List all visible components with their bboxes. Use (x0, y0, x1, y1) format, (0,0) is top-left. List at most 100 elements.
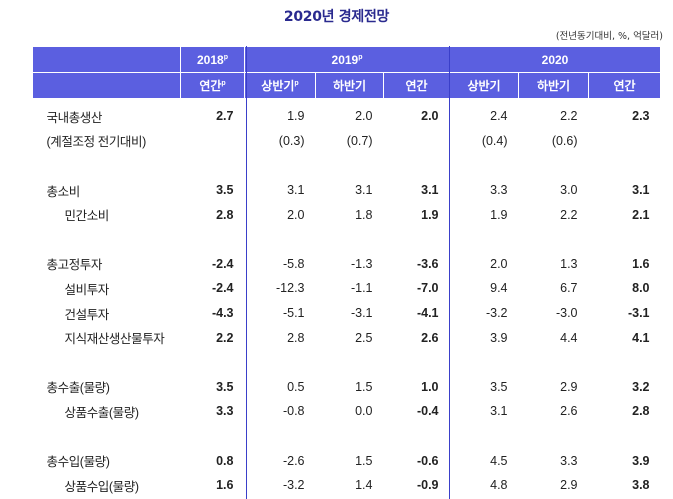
table-row: 상품수입(물량) 1.6 -3.2 1.4 -0.9 4.8 2.9 3.8 (33, 473, 661, 498)
row-label: 상품수입(물량) (64, 479, 140, 494)
value-cell: 6.7 (560, 281, 578, 296)
spacer-row (33, 424, 661, 449)
value-cell: -2.6 (282, 453, 305, 468)
value-cell: 1.0 (421, 379, 439, 394)
value-cell: 4.8 (490, 478, 508, 493)
value-cell: 2.2 (560, 109, 578, 124)
value-cell: 4.5 (490, 453, 508, 468)
value-cell: 0.8 (216, 453, 234, 468)
header-blank-2 (32, 72, 181, 99)
value-cell: 1.5 (355, 453, 373, 468)
header-2019: 2019p (243, 46, 451, 73)
value-cell: (0.6) (551, 133, 578, 148)
header-h1-2019: 상반기p (244, 72, 316, 99)
value-cell: 1.4 (355, 478, 373, 493)
value-cell: 1.9 (490, 207, 508, 222)
row-label: 건설투자 (64, 307, 110, 322)
value-cell: 1.3 (560, 256, 578, 271)
value-cell: -7.0 (416, 281, 439, 296)
value-cell: -2.4 (211, 281, 234, 296)
value-cell: 3.5 (216, 183, 234, 198)
value-cell: 2.3 (632, 109, 650, 124)
value-cell: 0.0 (355, 404, 373, 419)
value-cell: 2.2 (216, 330, 234, 345)
value-cell: -3.2 (282, 478, 305, 493)
header-2020: 2020 (449, 46, 662, 73)
table-row: 지식재산생산물투자 2.2 2.8 2.5 2.6 3.9 4.4 4.1 (33, 325, 661, 350)
value-cell: 0.5 (287, 379, 305, 394)
spacer-row (33, 350, 661, 375)
table-row: (계절조정 전기대비) (0.3) (0.7) (0.4) (0.6) (33, 129, 661, 154)
table-row: 민간소비 2.8 2.0 1.8 1.9 1.9 2.2 2.1 (33, 202, 661, 227)
row-label: 총수입(물량) (46, 455, 110, 470)
value-cell (384, 129, 450, 154)
value-cell: 2.2 (560, 207, 578, 222)
table-row: 건설투자 -4.3 -5.1 -3.1 -4.1 -3.2 -3.0 -3.1 (33, 301, 661, 326)
header-h2-2019: 하반기 (315, 72, 384, 99)
unit-note: (전년동기대비, %, 억달러) (555, 31, 663, 42)
value-cell: 3.3 (560, 453, 578, 468)
header-annual-2019: 연간 (382, 72, 451, 99)
value-cell: -0.9 (416, 478, 439, 493)
value-cell: 3.5 (490, 379, 508, 394)
value-cell: 3.9 (632, 453, 650, 468)
value-cell: -4.1 (416, 306, 439, 321)
value-cell: -3.1 (350, 306, 373, 321)
value-cell: 2.8 (216, 207, 234, 222)
divider-2019-2020 (449, 46, 450, 499)
value-cell: 1.9 (287, 109, 305, 124)
value-cell: -0.6 (416, 453, 439, 468)
table-row: 총수출(물량) 3.5 0.5 1.5 1.0 3.5 2.9 3.2 (33, 375, 661, 400)
value-cell: -0.4 (416, 404, 439, 419)
value-cell: (0.4) (481, 133, 508, 148)
value-cell: 2.4 (490, 109, 508, 124)
row-label: 상품수출(물량) (64, 405, 140, 420)
value-cell: 2.5 (355, 330, 373, 345)
value-cell: 1.9 (421, 207, 439, 222)
value-cell: 3.3 (490, 183, 508, 198)
value-cell: 1.6 (216, 478, 234, 493)
value-cell: -3.2 (485, 306, 508, 321)
value-cell: -5.1 (282, 306, 305, 321)
row-label: 총수출(물량) (46, 381, 110, 396)
value-cell: -4.3 (211, 306, 234, 321)
row-label: 민간소비 (64, 209, 110, 224)
value-cell: 3.1 (287, 183, 305, 198)
value-cell: 3.9 (490, 330, 508, 345)
value-cell: -1.1 (350, 281, 373, 296)
value-cell: (0.7) (346, 133, 373, 148)
value-cell: 1.5 (355, 379, 373, 394)
value-cell: -5.8 (282, 256, 305, 271)
header-h1-2020: 상반기 (449, 72, 520, 99)
value-cell: 3.3 (216, 404, 234, 419)
value-cell: 2.8 (287, 330, 305, 345)
value-cell: 2.0 (421, 109, 439, 124)
value-cell: -3.6 (416, 256, 439, 271)
value-cell: 4.1 (632, 330, 650, 345)
row-label: 설비투자 (64, 282, 110, 297)
value-cell: 2.9 (560, 379, 578, 394)
table-row: 설비투자 -2.4 -12.3 -1.1 -7.0 9.4 6.7 8.0 (33, 276, 661, 301)
spacer-cell (33, 424, 661, 449)
table-row: 총소비 3.5 3.1 3.1 3.1 3.3 3.0 3.1 (33, 178, 661, 203)
header-2018: 2018p (180, 46, 245, 73)
value-cell: 2.0 (355, 109, 373, 124)
table-row: 총고정투자 -2.4 -5.8 -1.3 -3.6 2.0 1.3 1.6 (33, 252, 661, 277)
value-cell: 3.1 (355, 183, 373, 198)
spacer-cell (33, 153, 661, 178)
value-cell (589, 129, 661, 154)
economic-outlook-table: 2018p 2019p 2020 연간p 상반기p 하반기 연간 상반기 하반기… (32, 46, 662, 498)
table-row: 상품수출(물량) 3.3 -0.8 0.0 -0.4 3.1 2.6 2.8 (33, 399, 661, 424)
value-cell: 2.8 (632, 404, 650, 419)
value-cell: 4.4 (560, 330, 578, 345)
spacer-row (33, 153, 661, 178)
value-cell: 2.6 (421, 330, 439, 345)
page-title: 2020년 경제전망 (283, 9, 390, 25)
value-cell: -0.8 (282, 404, 305, 419)
header-annual-2020: 연간 (588, 72, 662, 99)
value-cell: -1.3 (350, 256, 373, 271)
value-cell: 1.6 (632, 256, 650, 271)
value-cell: 2.9 (560, 478, 578, 493)
row-label: 총소비 (46, 184, 81, 199)
value-cell: 3.8 (632, 478, 650, 493)
